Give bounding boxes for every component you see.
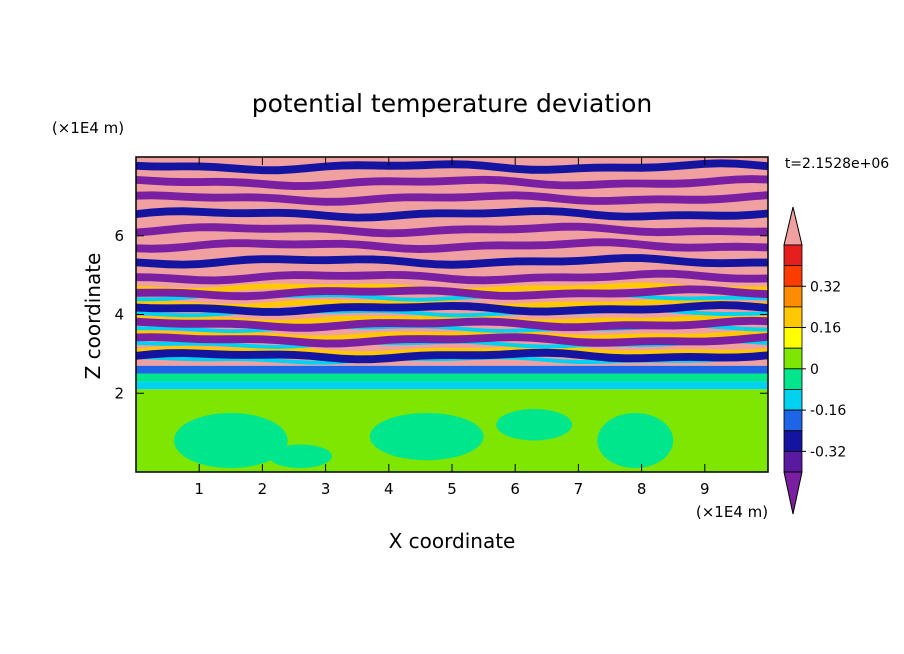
field-stripe xyxy=(136,365,768,374)
x-tick-label: 9 xyxy=(700,480,710,498)
x-unit-label: (×1E4 m) xyxy=(696,503,768,521)
field-band-cold xyxy=(136,333,768,348)
x-tick-label: 5 xyxy=(447,480,457,498)
x-tick-label: 6 xyxy=(510,480,520,498)
colorbar-box xyxy=(783,347,803,370)
x-tick-label: 8 xyxy=(637,480,647,498)
field-band-warm xyxy=(136,282,768,294)
field-band-cold xyxy=(136,175,768,190)
field-band-cold xyxy=(136,222,768,238)
x-tick-label: 4 xyxy=(384,480,394,498)
colorbar: 0.32 0.16 0 -0.16 -0.32 xyxy=(783,206,846,515)
x-tick-label: 3 xyxy=(321,480,331,498)
y-axis-label: Z coordinate xyxy=(81,253,105,380)
colorbar-box xyxy=(783,285,803,308)
y-tick-label: 2 xyxy=(114,384,124,402)
field-blob xyxy=(173,412,288,469)
field-band-cold xyxy=(136,254,768,269)
field-band-cold xyxy=(136,191,768,206)
colorbar-box xyxy=(783,368,803,390)
field-stripe xyxy=(136,373,768,382)
field-band-cold xyxy=(136,269,768,285)
colorbar-tick-label: -0.32 xyxy=(810,444,846,460)
colorbar-box xyxy=(783,327,803,349)
colorbar-box xyxy=(783,244,803,267)
plot-area xyxy=(136,157,768,472)
x-axis-label: X coordinate xyxy=(389,529,516,553)
colorbar-box xyxy=(783,430,803,452)
field-band-cold xyxy=(136,348,768,364)
y-unit-label: (×1E4 m) xyxy=(52,119,124,137)
field-band-cold xyxy=(136,316,768,332)
field-band-cold xyxy=(136,207,768,222)
colorbar-tick-label: 0.16 xyxy=(810,321,841,337)
field-blob xyxy=(597,412,674,469)
x-axis: 1 2 3 4 5 6 7 8 9 xyxy=(194,157,710,498)
x-tick-label: 1 xyxy=(194,480,204,498)
x-tick-label: 2 xyxy=(258,480,268,498)
y-tick-label: 6 xyxy=(114,227,124,245)
x-tick-label: 7 xyxy=(574,480,584,498)
field-stripe xyxy=(136,381,768,390)
field-band-cool xyxy=(136,354,768,365)
colorbar-tick-label: 0 xyxy=(810,362,819,378)
field-band-cold xyxy=(136,238,768,253)
y-axis: 2 4 6 xyxy=(114,227,768,402)
chart-title: potential temperature deviation xyxy=(252,89,652,118)
colorbar-arrow-bottom xyxy=(783,471,803,515)
field-band-cold xyxy=(136,285,768,301)
y-tick-label: 4 xyxy=(114,306,124,324)
colorbar-tick-label: 0.32 xyxy=(810,279,841,295)
colorbar-box xyxy=(783,306,803,328)
colorbar-box xyxy=(783,389,803,411)
field-band-cold xyxy=(136,301,768,316)
colorbar-box xyxy=(783,265,803,287)
colorbar-box xyxy=(783,409,803,432)
field-blob xyxy=(268,444,332,469)
colorbar-arrow-top xyxy=(783,206,803,246)
time-label: t=2.1528e+06 xyxy=(785,156,889,172)
colorbar-box xyxy=(783,450,803,473)
field-band-cold xyxy=(136,159,768,175)
colorbar-tick-label: -0.16 xyxy=(810,403,846,419)
field-blob xyxy=(369,412,484,461)
field-blob xyxy=(496,409,573,441)
